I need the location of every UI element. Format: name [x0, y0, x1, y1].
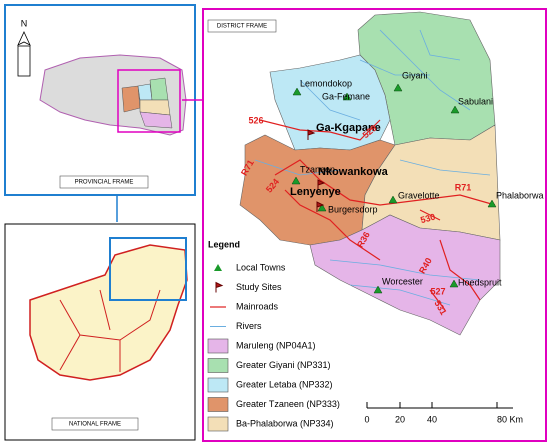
legend-swatch: [207, 377, 229, 393]
province-district: [149, 77, 169, 101]
province-district: [139, 111, 173, 129]
town-marker: [487, 199, 497, 208]
study-site-marker: [317, 179, 326, 190]
legend-label: Greater Tzaneen (NP333): [236, 399, 340, 409]
scale-label: 80 Km: [497, 414, 523, 424]
town-marker: [342, 92, 352, 101]
rivers: [254, 29, 491, 306]
arrow-head: [17, 31, 31, 46]
legend-label: Mainroads: [236, 301, 279, 311]
road-label: 527: [430, 286, 445, 296]
town-marker: [388, 195, 398, 204]
town-marker: [373, 285, 383, 294]
study-site-marker: [316, 201, 325, 212]
scale-label: 40: [427, 414, 437, 424]
town-label: Sabulani: [458, 96, 493, 106]
study-site-label: Nkowankowa: [318, 166, 389, 178]
legend: Local Towns Study Sites Mainroads Rivers Mar…: [207, 262, 340, 432]
town-label: Worcester: [382, 276, 423, 286]
district-letaba: [269, 54, 391, 151]
legend-swatch: [207, 416, 229, 432]
town-label: Gravelotte: [398, 190, 440, 200]
study-site-label: Ga-Kgapane: [316, 122, 381, 134]
town-label: Burgersdorp: [328, 204, 378, 214]
town-label: Hoedspruit: [458, 277, 502, 287]
frame-label-box: [207, 19, 277, 33]
town-label: Lemondokop: [300, 78, 352, 88]
scale-label: 20: [395, 414, 405, 424]
town-marker: [393, 83, 403, 92]
province-district: [137, 83, 153, 101]
road-label: R71: [455, 182, 472, 192]
town-label: Ga-Femane: [322, 91, 370, 101]
road-label: 526: [248, 115, 263, 125]
study-site-label: Lenyenye: [290, 186, 341, 198]
town-marker: [291, 176, 301, 185]
town-label: Phalaborwa: [496, 190, 544, 200]
legend-label: Greater Giyani (NP331): [236, 360, 331, 370]
frame-label: NATIONAL FRAME: [69, 422, 121, 428]
legend-label: Local Towns: [236, 262, 286, 272]
town-label: Giyani: [402, 70, 428, 80]
frame-label: DISTRICT FRAME: [217, 24, 267, 30]
north-label: N: [21, 18, 28, 28]
north-arrow: N: [17, 18, 31, 77]
legend-label: Ba-Phalaborwa (NP334): [236, 418, 334, 428]
frame-label-box: [51, 417, 139, 431]
legend-title: Legend: [208, 239, 240, 249]
scale-label: 0: [364, 414, 369, 424]
legend-swatch: [207, 358, 229, 373]
town-marker: [450, 105, 460, 114]
province-highlight: [109, 237, 187, 301]
scale-bar: 0 20 40 80 Km: [364, 402, 523, 424]
town-marker: [292, 87, 302, 96]
frame-label-box: [59, 175, 149, 189]
province-district: [121, 85, 141, 113]
legend-symbol: [215, 281, 224, 293]
legend-swatch: [207, 397, 229, 412]
study-site-marker: [307, 129, 316, 140]
legend-label: Study Sites: [236, 282, 282, 292]
legend-symbol: [214, 264, 222, 271]
town-marker: [449, 279, 459, 288]
main-roads: [259, 119, 496, 311]
town-label: Tzaneen: [300, 164, 335, 174]
frame-label: PROVINCIAL FRAME: [75, 180, 134, 186]
road-label: 530: [419, 212, 436, 226]
legend-label: Greater Letaba (NP332): [236, 379, 333, 389]
district-highlight: [117, 69, 181, 133]
legend-label: Maruleng (NP04A1): [236, 340, 316, 350]
town-marker: [317, 203, 327, 212]
legend-label: Rivers: [236, 321, 262, 331]
legend-swatch: [207, 338, 229, 354]
arrow-body: [17, 45, 31, 77]
